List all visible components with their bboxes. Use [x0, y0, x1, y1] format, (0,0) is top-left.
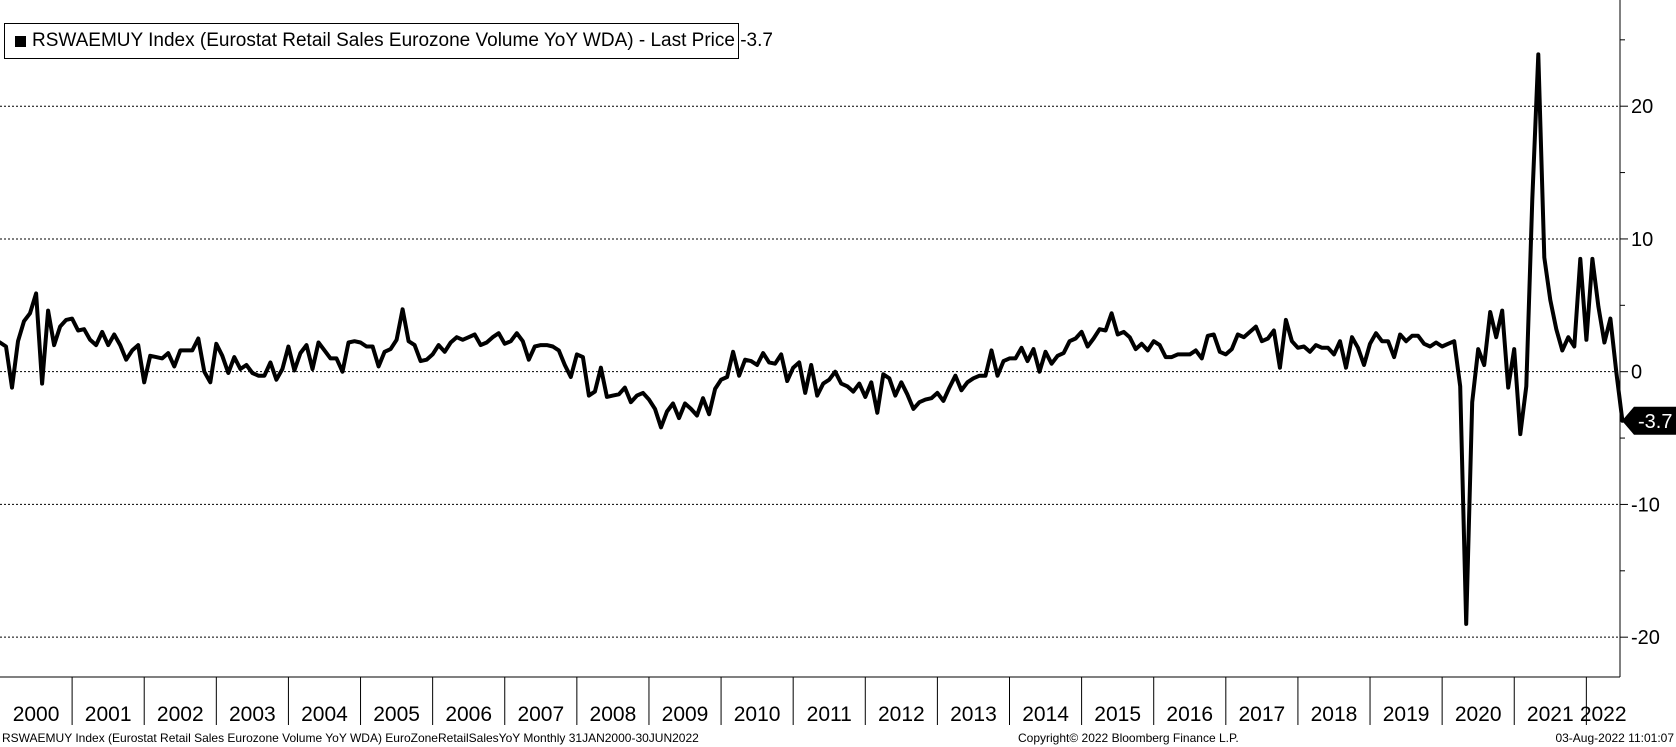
axes: [0, 0, 1621, 678]
x-tick-label: 2022: [1580, 703, 1627, 726]
y-tick-label: -20: [1631, 627, 1660, 649]
x-tick-label: 2010: [734, 703, 781, 726]
x-tick-label: 2019: [1383, 703, 1430, 726]
x-tick-label: 2006: [445, 703, 492, 726]
x-tick-label: 2014: [1022, 703, 1069, 726]
series-line-rswaemuy-index: [0, 52, 1625, 626]
footer-timestamp: 03-Aug-2022 11:01:07: [1555, 731, 1674, 745]
legend-swatch: [15, 35, 26, 47]
y-tick-label: -10: [1631, 494, 1660, 516]
last-value-tag: [1622, 406, 1676, 435]
footer-copyright: Copyright© 2022 Bloomberg Finance L.P.: [1018, 731, 1239, 745]
x-tick-label: 2011: [807, 703, 852, 726]
last-value-label: -3.7: [1638, 411, 1672, 433]
legend-label: RSWAEMUY Index (Eurostat Retail Sales Eu…: [32, 30, 773, 51]
x-tick-label: 2017: [1239, 703, 1286, 726]
y-tick-label: 10: [1631, 229, 1653, 251]
x-tick-label: 2001: [85, 703, 132, 726]
footer-description: RSWAEMUY Index (Eurostat Retail Sales Eu…: [2, 731, 699, 745]
x-tick-label: 2005: [373, 703, 420, 726]
x-tick-label: 2003: [229, 703, 276, 726]
y-tick-label: 0: [1631, 362, 1642, 384]
x-tick-label: 2018: [1311, 703, 1358, 726]
x-tick-label: 2009: [662, 703, 709, 726]
x-tick-label: 2002: [157, 703, 204, 726]
x-tick-label: 2000: [13, 703, 60, 726]
y-tick-label: 20: [1631, 96, 1653, 118]
x-tick-label: 2020: [1455, 703, 1502, 726]
x-tick-label: 2016: [1166, 703, 1213, 726]
x-tick-label: 2012: [878, 703, 925, 726]
x-axis-ticks: 2000 2001 2002 2003 2004 2005 2006 2007 2008 2009…: [13, 677, 1627, 726]
x-tick-label: 2004: [301, 703, 348, 726]
series-layer: [0, 52, 1625, 626]
x-tick-label: 2013: [950, 703, 997, 726]
x-tick-label: 2007: [517, 703, 564, 726]
x-tick-label: 2021: [1527, 703, 1574, 726]
x-tick-label: 2008: [590, 703, 637, 726]
y-axis-ticks: 20 10 0 -10 -20: [1620, 39, 1660, 649]
legend-box: RSWAEMUY Index (Eurostat Retail Sales Eu…: [4, 23, 773, 59]
last-value-marker: -3.7: [1622, 406, 1676, 435]
x-tick-label: 2015: [1094, 703, 1141, 726]
